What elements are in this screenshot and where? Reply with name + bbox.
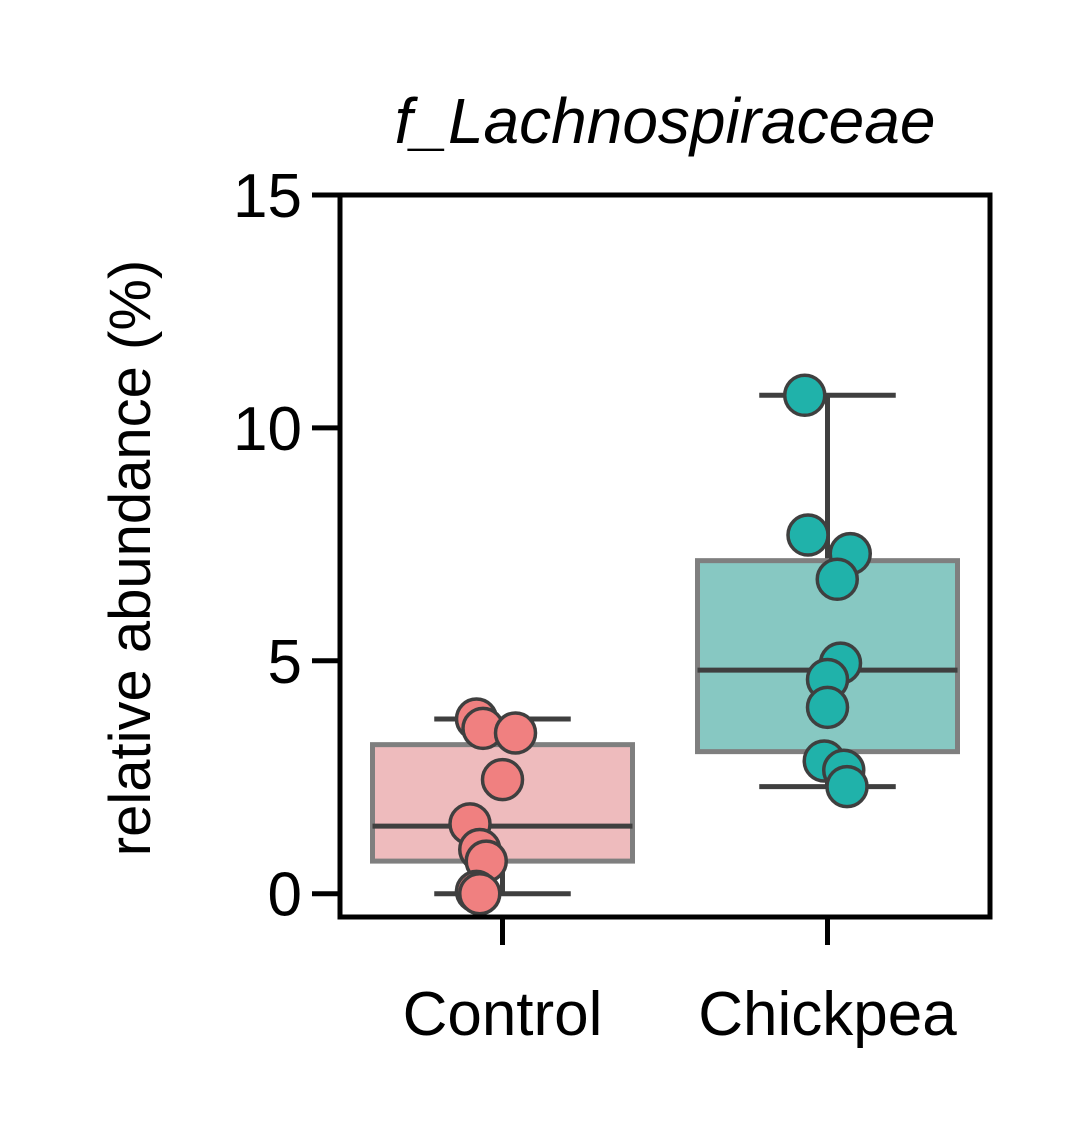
y-tick-label: 15 [233, 162, 302, 231]
data-point [458, 871, 502, 916]
plot-area [370, 373, 960, 916]
box-group-chickpea [695, 373, 960, 809]
data-point [786, 513, 830, 557]
data-point [825, 764, 869, 809]
x-tick-label: Chickpea [698, 980, 957, 1049]
x-axis: Control Chickpea [403, 917, 957, 1049]
data-point [783, 373, 827, 418]
data-point [480, 757, 525, 802]
x-tick-label: Control [403, 980, 603, 1049]
plot-frame [337, 192, 993, 920]
data-point [815, 557, 859, 602]
chart-title: f_Lachnospiraceae [395, 85, 936, 157]
data-point [493, 711, 538, 755]
data-point [805, 685, 850, 730]
y-axis: 0 5 10 15 [233, 162, 340, 930]
y-tick-label: 10 [233, 395, 302, 464]
y-tick-label: 0 [268, 861, 302, 930]
y-tick-label: 5 [268, 628, 302, 697]
box-group-control [370, 697, 635, 916]
y-axis-label: relative abundance (%) [98, 260, 163, 856]
